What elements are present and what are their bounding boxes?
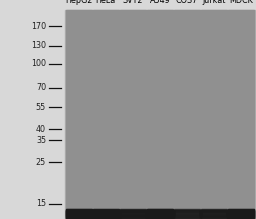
Text: 25: 25	[36, 157, 46, 167]
Bar	[147, 211, 173, 215]
Bar	[228, 211, 254, 215]
Bar	[66, 211, 92, 215]
Bar	[228, 10, 254, 219]
Text: 55: 55	[36, 103, 46, 112]
Bar	[147, 209, 173, 219]
Bar	[174, 211, 200, 215]
Bar	[174, 209, 200, 219]
Bar	[201, 210, 227, 217]
Bar	[120, 211, 146, 215]
Bar	[66, 210, 92, 218]
Bar	[201, 211, 227, 216]
Bar	[120, 210, 146, 218]
Text: 15: 15	[36, 199, 46, 208]
Bar	[174, 210, 200, 219]
Bar	[66, 209, 92, 219]
Bar	[201, 10, 227, 219]
Bar	[174, 211, 200, 216]
Bar	[66, 209, 92, 219]
Bar	[147, 209, 173, 219]
Bar	[201, 211, 227, 215]
Bar	[120, 210, 146, 217]
Bar	[93, 209, 119, 219]
Bar	[120, 10, 146, 219]
Text: HeLa: HeLa	[96, 0, 116, 5]
Bar	[93, 210, 119, 218]
Text: Jurkat: Jurkat	[202, 0, 226, 5]
Bar	[120, 211, 146, 216]
Bar	[66, 210, 92, 217]
Bar	[65, 10, 255, 219]
Bar	[66, 10, 92, 219]
Bar	[93, 210, 119, 217]
Bar	[201, 209, 227, 219]
Bar	[147, 210, 173, 219]
Text: A549: A549	[150, 0, 170, 5]
Text: 35: 35	[36, 136, 46, 145]
Bar	[228, 210, 254, 219]
Bar	[120, 209, 146, 219]
Bar	[120, 210, 146, 217]
Bar	[147, 210, 173, 218]
Bar	[228, 210, 254, 218]
Bar	[93, 209, 119, 219]
Bar	[120, 209, 146, 219]
Text: COS7: COS7	[176, 0, 198, 5]
Bar	[174, 10, 200, 219]
Text: 170: 170	[31, 22, 46, 31]
Text: 70: 70	[36, 83, 46, 92]
Bar	[174, 210, 200, 217]
Bar	[66, 211, 92, 216]
Bar	[228, 210, 254, 217]
Bar	[93, 211, 119, 215]
Bar	[93, 210, 119, 219]
Bar	[147, 210, 173, 217]
Bar	[174, 210, 200, 217]
Bar	[228, 210, 254, 217]
Text: 100: 100	[31, 59, 46, 68]
Text: SVT2: SVT2	[123, 0, 143, 5]
Bar	[147, 10, 173, 219]
Text: 130: 130	[31, 41, 46, 51]
Bar	[201, 210, 227, 218]
Bar	[201, 210, 227, 219]
Text: 40: 40	[36, 125, 46, 134]
Bar	[93, 211, 119, 216]
Bar	[66, 210, 92, 217]
Bar	[147, 210, 173, 217]
Bar	[147, 211, 173, 216]
Bar	[120, 210, 146, 219]
Bar	[93, 10, 119, 219]
Bar	[174, 210, 200, 218]
Bar	[228, 211, 254, 216]
Bar	[66, 210, 92, 219]
Text: HepG2: HepG2	[65, 0, 92, 5]
Bar	[228, 209, 254, 219]
Text: MDCK: MDCK	[229, 0, 253, 5]
Bar	[201, 210, 227, 217]
Bar	[201, 209, 227, 219]
Bar	[174, 209, 200, 219]
Bar	[228, 209, 254, 219]
Bar	[93, 210, 119, 217]
